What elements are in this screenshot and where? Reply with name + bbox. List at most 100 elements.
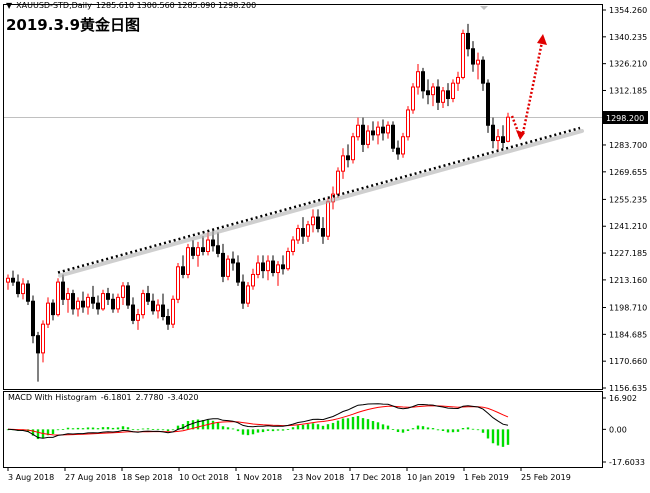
candle-body: [191, 247, 195, 256]
candle-body: [401, 136, 405, 155]
candle-body: [76, 300, 80, 310]
macd-histogram-bar: [416, 425, 420, 430]
chart-shift-marker[interactable]: [480, 6, 488, 10]
chart-menu-marker[interactable]: ▼: [6, 1, 13, 10]
candle-body: [351, 136, 355, 161]
price-axis-label: 1241.210: [609, 222, 647, 231]
candle-body: [201, 247, 205, 252]
macd-histogram-bar: [486, 429, 490, 439]
price-axis-label: 1326.210: [609, 60, 647, 69]
date-axis-label: 1 Feb 2019: [464, 473, 509, 482]
macd-histogram-bar: [501, 429, 505, 447]
macd-histogram-bar: [336, 420, 340, 430]
macd-histogram-bar: [226, 427, 230, 430]
candle-body: [61, 281, 65, 300]
macd-histogram-bar: [146, 428, 150, 430]
macd-histogram-bar: [96, 428, 100, 430]
candle-body: [456, 76, 460, 84]
macd-histogram-bar: [446, 429, 450, 433]
macd-histogram-bar: [46, 429, 50, 436]
candle-body: [291, 239, 295, 252]
candle-body: [446, 90, 450, 99]
macd-histogram-bar: [91, 427, 95, 430]
date-axis-label: 17 Dec 2018: [350, 473, 401, 482]
candle-body: [71, 293, 75, 310]
macd-histogram-bar: [116, 427, 120, 430]
candle-body: [151, 300, 155, 312]
candle-body: [111, 298, 115, 310]
macd-histogram-bar: [71, 428, 75, 430]
candle-body: [56, 281, 60, 316]
price-axis-label: 1283.700: [609, 141, 647, 150]
macd-histogram-bar: [371, 421, 375, 430]
candle-body: [106, 293, 110, 300]
macd-histogram-bar: [221, 426, 225, 430]
candle-body: [81, 300, 85, 308]
candle-body: [196, 247, 200, 256]
candle-body: [336, 170, 340, 195]
macd-histogram-bar: [181, 424, 185, 430]
candle-body: [16, 281, 20, 295]
macd-histogram-bar: [36, 429, 40, 440]
macd-histogram-bar: [191, 420, 195, 430]
macd-histogram-bar: [296, 425, 300, 430]
macd-histogram-bar: [121, 426, 125, 430]
candle-body: [376, 126, 380, 136]
macd-histogram-bar: [406, 429, 410, 431]
macd-histogram-bar: [101, 427, 105, 430]
date-axis-label: 3 Aug 2018: [8, 473, 54, 482]
candle-body: [441, 90, 445, 103]
macd-histogram-bar: [351, 416, 355, 430]
candle-body: [161, 304, 165, 318]
macd-histogram-bar: [431, 428, 435, 430]
macd-histogram-bar: [426, 427, 430, 430]
macd-histogram-bar: [256, 429, 260, 433]
macd-histogram-bar: [66, 427, 70, 430]
candle-body: [301, 228, 305, 237]
macd-histogram-bar: [31, 429, 35, 436]
macd-histogram-bar: [151, 429, 155, 430]
date-axis-label: 27 Aug 2018: [65, 473, 116, 482]
macd-histogram-bar: [136, 429, 140, 431]
macd-line: [7, 403, 509, 439]
candle-body: [181, 266, 185, 275]
macd-histogram-bar: [271, 429, 275, 432]
macd-histogram-bar: [306, 424, 310, 430]
candle-body: [231, 258, 235, 264]
macd-histogram-bar: [321, 425, 325, 430]
macd-histogram-bar: [496, 429, 500, 446]
macd-histogram-bar: [411, 428, 415, 430]
macd-histogram-bar: [246, 429, 250, 436]
date-axis-label: 1 Nov 2018: [236, 473, 282, 482]
macd-histogram-bar: [331, 422, 335, 430]
macd-histogram-bar: [401, 429, 405, 433]
macd-histogram-bar: [61, 428, 65, 430]
macd-histogram-bar: [156, 428, 160, 430]
candle-body: [421, 71, 425, 92]
candle-body: [261, 262, 265, 272]
macd-histogram-bar: [111, 427, 115, 430]
macd-histogram-bar: [26, 429, 30, 433]
macd-signal-value: 2.7780: [135, 393, 164, 402]
candle-body: [496, 136, 500, 142]
candle-body: [211, 239, 215, 247]
chart-annotation-title: 2019.3.9黄金日图: [6, 16, 141, 34]
main-chart-frame: [3, 4, 603, 390]
candle-body: [371, 130, 375, 136]
candle-body: [86, 296, 90, 308]
macd-histogram-bar: [461, 428, 465, 430]
candle-body: [46, 302, 50, 325]
candle-body: [431, 86, 435, 96]
price-axis-label: 1255.235: [609, 195, 647, 204]
macd-histogram-bar: [436, 429, 440, 431]
candle-body: [126, 285, 130, 306]
projection-up-line: [521, 41, 544, 134]
macd-histogram-bar: [201, 419, 205, 430]
candle-body: [176, 266, 180, 300]
candle-body: [346, 155, 350, 161]
macd-histogram-bar: [131, 429, 135, 431]
macd-histogram-bar: [141, 428, 145, 430]
candle-body: [6, 277, 10, 283]
